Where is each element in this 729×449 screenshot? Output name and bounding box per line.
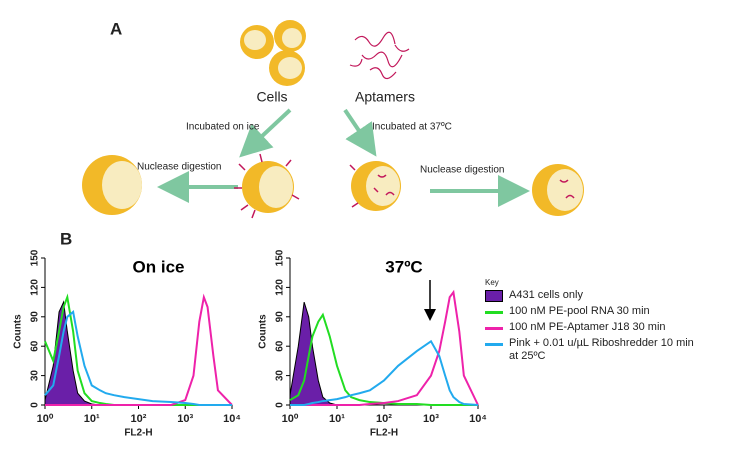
line	[290, 289, 479, 406]
aptamers-icon	[349, 31, 410, 80]
chart-title: On ice	[133, 257, 185, 276]
legend-label: 100 nM PE-pool RNA 30 min	[509, 305, 650, 317]
legend: Key A431 cells only 100 nM PE-pool RNA 30 …	[485, 278, 725, 366]
chart-title: 37ºC	[385, 257, 422, 276]
step-label: Nuclease digestion	[137, 162, 222, 173]
x-tick-label: 10¹	[329, 413, 345, 425]
x-axis-label: FL2-H	[124, 428, 152, 439]
line	[290, 339, 479, 406]
y-tick-label: 0	[30, 402, 41, 408]
legend-label: 100 nM PE-Aptamer J18 30 min	[509, 321, 666, 333]
x-tick-label: 10¹	[84, 413, 100, 425]
cells-icon	[240, 20, 306, 86]
legend-entry: A431 cells only	[485, 289, 725, 302]
cell	[349, 161, 401, 211]
line	[44, 310, 232, 406]
x-tick-label: 10²	[131, 413, 147, 425]
y-tick-label: 120	[30, 279, 41, 296]
y-tick-label: 60	[275, 340, 286, 352]
legend-entry: 100 nM PE-pool RNA 30 min	[485, 305, 725, 318]
y-tick-label: 0	[275, 402, 286, 408]
y-tick-label: 90	[275, 311, 286, 323]
legend-title: Key	[485, 278, 499, 287]
line	[289, 312, 478, 406]
y-tick-label: 30	[275, 370, 286, 382]
y-tick-label: 120	[275, 279, 286, 296]
x-tick-label: 10⁰	[282, 413, 299, 425]
step-label: Nuclease digestion	[420, 165, 505, 176]
step-label: Incubated at 37ºC	[372, 122, 452, 133]
y-axis-label: Counts	[13, 314, 24, 349]
x-tick-label: 10⁴	[223, 413, 241, 425]
legend-label: A431 cells only	[509, 289, 583, 301]
legend-swatch	[485, 311, 503, 314]
aptamers-label: Aptamers	[355, 89, 415, 105]
legend-swatch	[485, 290, 503, 302]
legend-label: Pink + 0.01 u/µL Riboshredder 10 min at …	[509, 337, 694, 362]
area	[44, 300, 232, 406]
cell	[82, 155, 142, 215]
x-tick-label: 10⁴	[469, 413, 487, 425]
y-tick-label: 150	[30, 249, 41, 266]
legend-swatch	[485, 343, 503, 346]
legend-entry: 100 nM PE-Aptamer J18 30 min	[485, 321, 725, 334]
y-tick-label: 60	[30, 340, 41, 352]
arrow	[343, 108, 377, 157]
y-tick-label: 30	[30, 370, 41, 382]
cells-label: Cells	[256, 89, 287, 105]
y-tick-label: 90	[30, 311, 41, 323]
step-label: Incubated on ice	[186, 122, 260, 133]
x-axis-label: FL2-H	[370, 428, 398, 439]
x-tick-label: 10⁰	[37, 413, 54, 425]
x-tick-label: 10³	[423, 413, 439, 425]
panel-label: B	[60, 229, 72, 248]
cell	[532, 164, 584, 216]
cell	[234, 153, 300, 219]
y-tick-label: 150	[275, 249, 286, 266]
legend-swatch	[485, 327, 503, 330]
y-axis-label: Counts	[258, 314, 269, 349]
line	[45, 293, 233, 406]
legend-entry: Pink + 0.01 u/µL Riboshredder 10 min at …	[485, 337, 725, 363]
x-tick-label: 10²	[376, 413, 392, 425]
x-tick-label: 10³	[177, 413, 193, 425]
arrow	[239, 108, 292, 158]
panel-label: A	[110, 19, 122, 38]
